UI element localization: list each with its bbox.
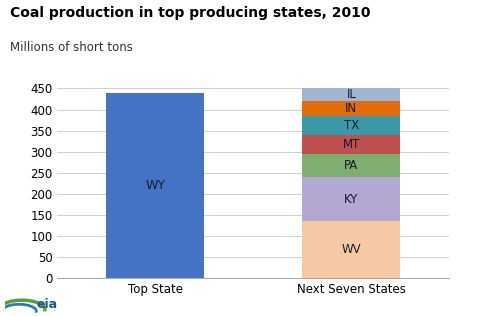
Text: WY: WY — [145, 179, 165, 192]
Bar — [302, 135, 400, 154]
Bar — [302, 154, 400, 177]
Text: WV: WV — [341, 243, 361, 256]
Bar — [302, 101, 400, 116]
Text: KY: KY — [344, 192, 358, 206]
Text: IL: IL — [347, 88, 356, 101]
Bar — [106, 93, 204, 278]
Text: MT: MT — [343, 138, 360, 151]
Text: Coal production in top producing states, 2010: Coal production in top producing states,… — [10, 6, 370, 20]
Text: TX: TX — [344, 119, 359, 132]
Text: eia: eia — [36, 298, 57, 311]
Bar — [302, 221, 400, 278]
Bar — [302, 177, 400, 221]
Bar — [302, 88, 400, 101]
Text: IN: IN — [345, 102, 358, 115]
Text: Millions of short tons: Millions of short tons — [10, 41, 132, 54]
Text: PA: PA — [344, 159, 358, 172]
Bar — [302, 116, 400, 135]
